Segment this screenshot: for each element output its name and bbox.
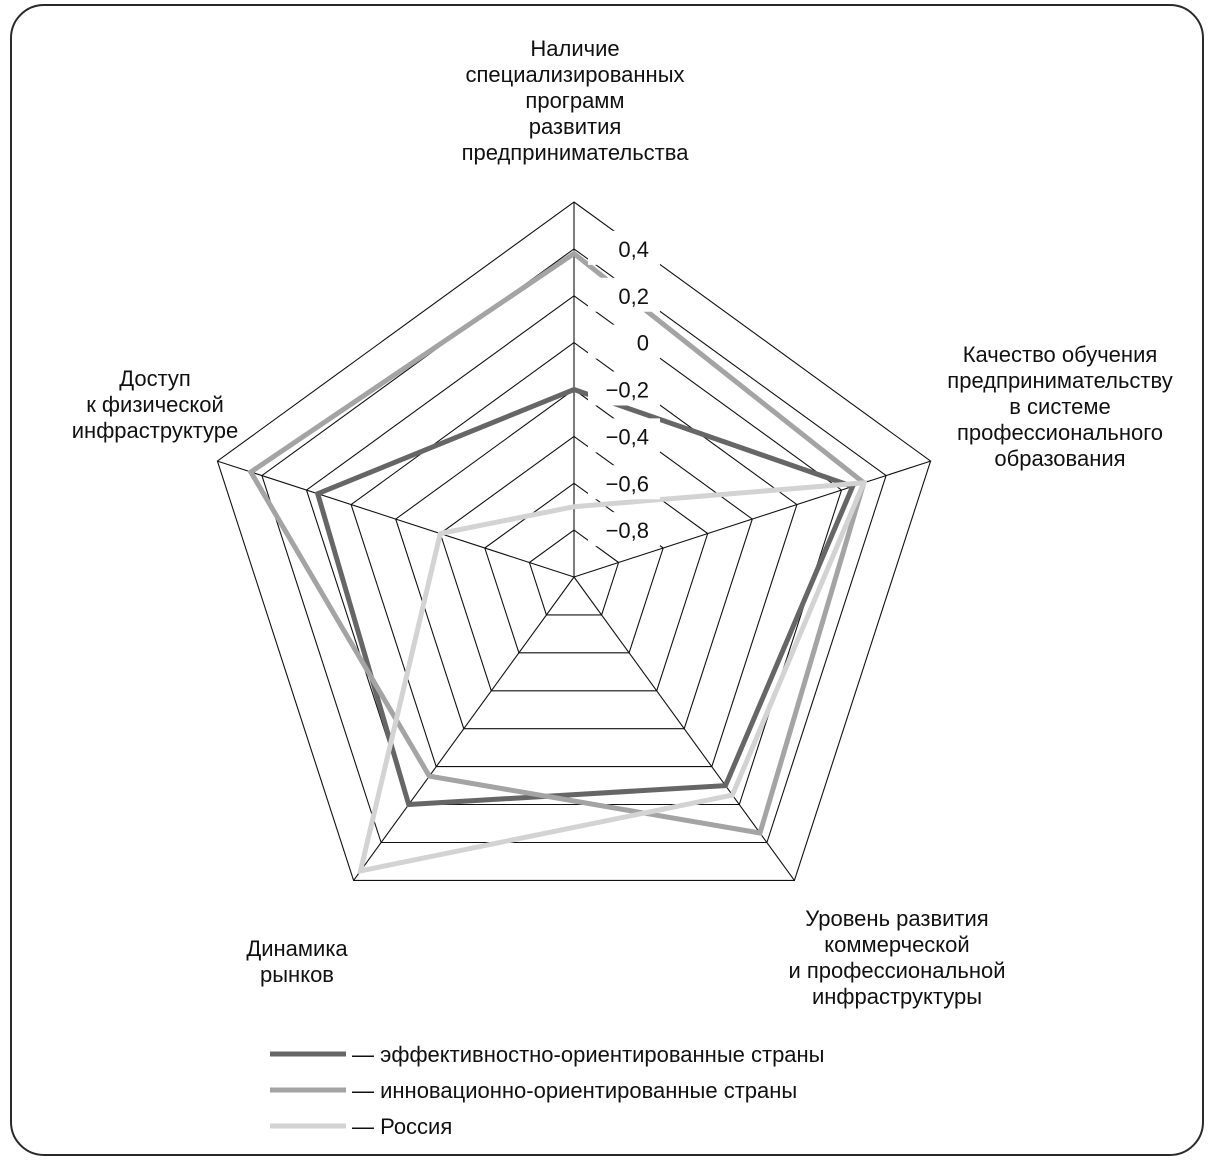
grid-ring-4	[350, 341, 798, 768]
legend-label-0: — эффективностно-ориентированные страны	[352, 1042, 825, 1067]
grid-ring-3	[395, 388, 753, 730]
tick-label-6: −0,8	[606, 518, 649, 543]
legend-label-2: — Россия	[352, 1114, 452, 1139]
axis-label-3: Динамика рынков	[246, 936, 348, 987]
tick-label-bg-1	[588, 277, 660, 312]
series-line-2	[357, 479, 868, 875]
axis-labels: Наличие специализированных программ развити…	[72, 36, 1173, 1009]
axis-label-4-line-0: Доступ	[119, 366, 191, 391]
axis-label-3-line-0: Динамика	[246, 936, 348, 961]
tick-label-5: −0,6	[606, 471, 649, 496]
tick-label-bg-4	[588, 418, 660, 453]
grid-spoke-4	[217, 460, 575, 578]
legend: — эффективностно-ориентированные страны —…	[270, 1042, 825, 1139]
grid-ring-7	[216, 201, 932, 881]
tick-label-2: 0	[637, 331, 649, 356]
axis-label-4-line-1: к физической	[86, 392, 224, 417]
axis-label-2-line-1: коммерческой	[824, 932, 969, 957]
axis-label-0-line-2: программ	[525, 88, 624, 113]
axis-label-0-line-0: Наличие	[530, 36, 619, 61]
tick-label-1: 0,2	[618, 284, 649, 309]
tick-label-bg-6	[588, 512, 660, 547]
axis-label-0-line-1: специализированных	[465, 62, 684, 87]
grid-spoke-2	[573, 576, 795, 881]
series-line-0	[314, 386, 856, 808]
tick-label-bg-3	[588, 371, 660, 406]
grid-ring-6	[261, 248, 887, 844]
grid-ring-2	[439, 435, 709, 692]
axis-label-2-line-0: Уровень развития	[805, 906, 988, 931]
tick-label-bg-5	[588, 465, 660, 500]
grid-spoke-3	[353, 576, 575, 881]
axis-label-1: Качество обучения предпринимательству в си…	[947, 342, 1172, 471]
radar-series	[247, 250, 868, 875]
tick-label-0: 0,4	[618, 237, 649, 262]
chart-frame	[10, 4, 1204, 1156]
axis-label-1-line-3: профессионального	[957, 420, 1163, 445]
axis-label-3-line-1: рынков	[260, 962, 334, 987]
axis-label-0-line-4: предпринимательства	[462, 140, 690, 165]
legend-label-1: — инновационно-ориентированные страны	[352, 1078, 797, 1103]
grid-spoke-1	[573, 460, 931, 578]
axis-label-0-line-3: развития	[529, 114, 622, 139]
axis-label-2-line-3: инфраструктуры	[812, 984, 982, 1009]
axis-label-1-line-0: Качество обучения	[963, 342, 1158, 367]
axis-label-1-line-4: образования	[994, 446, 1125, 471]
radial-tick-labels: 0,4 0,2 0 −0,2 −0,4 −0,6 −0,8	[588, 230, 660, 547]
tick-label-bg-2	[588, 324, 660, 359]
axis-label-1-line-2: в системе	[1009, 394, 1111, 419]
series-line-1	[247, 250, 867, 836]
axis-label-2: Уровень развития коммерческой и профессион…	[788, 906, 1005, 1009]
tick-label-bg-0	[588, 230, 660, 265]
grid-ring-5	[305, 295, 843, 806]
axis-label-1-line-1: предпринимательству	[947, 368, 1172, 393]
axis-label-4: Доступ к физической инфраструктуре	[72, 366, 239, 443]
tick-label-3: −0,2	[606, 378, 649, 403]
grid-ring-0	[528, 529, 620, 616]
axis-label-2-line-2: и профессиональной	[788, 958, 1005, 983]
radar-grid	[216, 201, 932, 881]
tick-label-4: −0,4	[606, 424, 649, 449]
axis-label-0: Наличие специализированных программ развити…	[462, 36, 690, 165]
axis-label-4-line-2: инфраструктуре	[72, 418, 239, 443]
